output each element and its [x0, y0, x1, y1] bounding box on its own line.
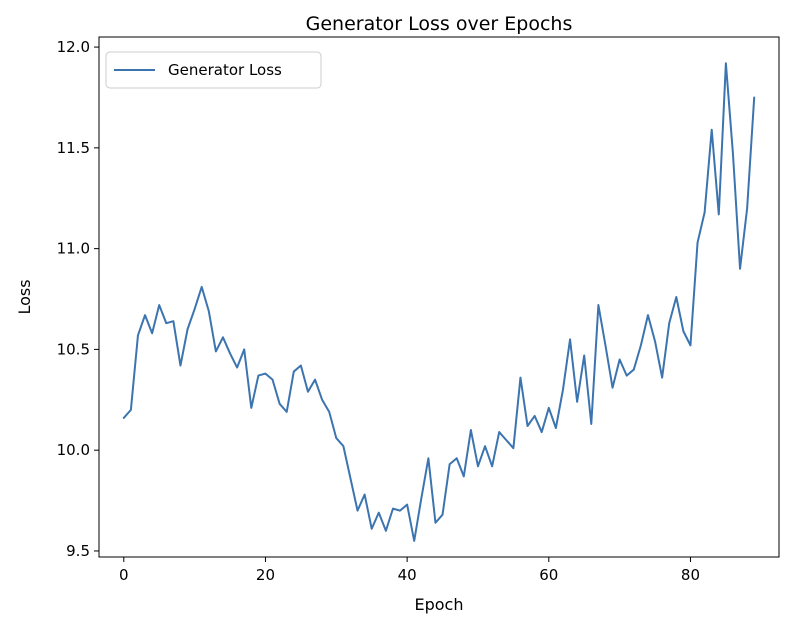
- y-tick-label: 12.0: [57, 38, 90, 56]
- y-axis-label: Loss: [15, 279, 34, 314]
- legend: Generator Loss: [105, 51, 322, 89]
- y-axis: 9.5 10.0 10.5 11.0 11.5 12.0: [57, 38, 99, 560]
- legend-label: Generator Loss: [168, 61, 282, 79]
- x-tick-label: 80: [681, 566, 700, 584]
- x-tick-label: 40: [398, 566, 417, 584]
- y-tick-label: 10.0: [57, 441, 90, 459]
- plot-area: [98, 36, 780, 558]
- x-axis-label: Epoch: [415, 595, 464, 614]
- x-axis: 0 20 40 60 80: [119, 557, 700, 584]
- x-tick-label: 0: [119, 566, 129, 584]
- y-tick-label: 9.5: [66, 542, 90, 560]
- chart-title: Generator Loss over Epochs: [306, 13, 573, 35]
- y-tick-label: 11.0: [57, 240, 90, 258]
- x-tick-label: 60: [539, 566, 558, 584]
- x-tick-label: 20: [256, 566, 275, 584]
- y-tick-label: 11.5: [57, 139, 90, 157]
- legend-box: [105, 51, 322, 89]
- generator-loss-line: [122, 62, 756, 542]
- y-tick-label: 10.5: [57, 340, 90, 358]
